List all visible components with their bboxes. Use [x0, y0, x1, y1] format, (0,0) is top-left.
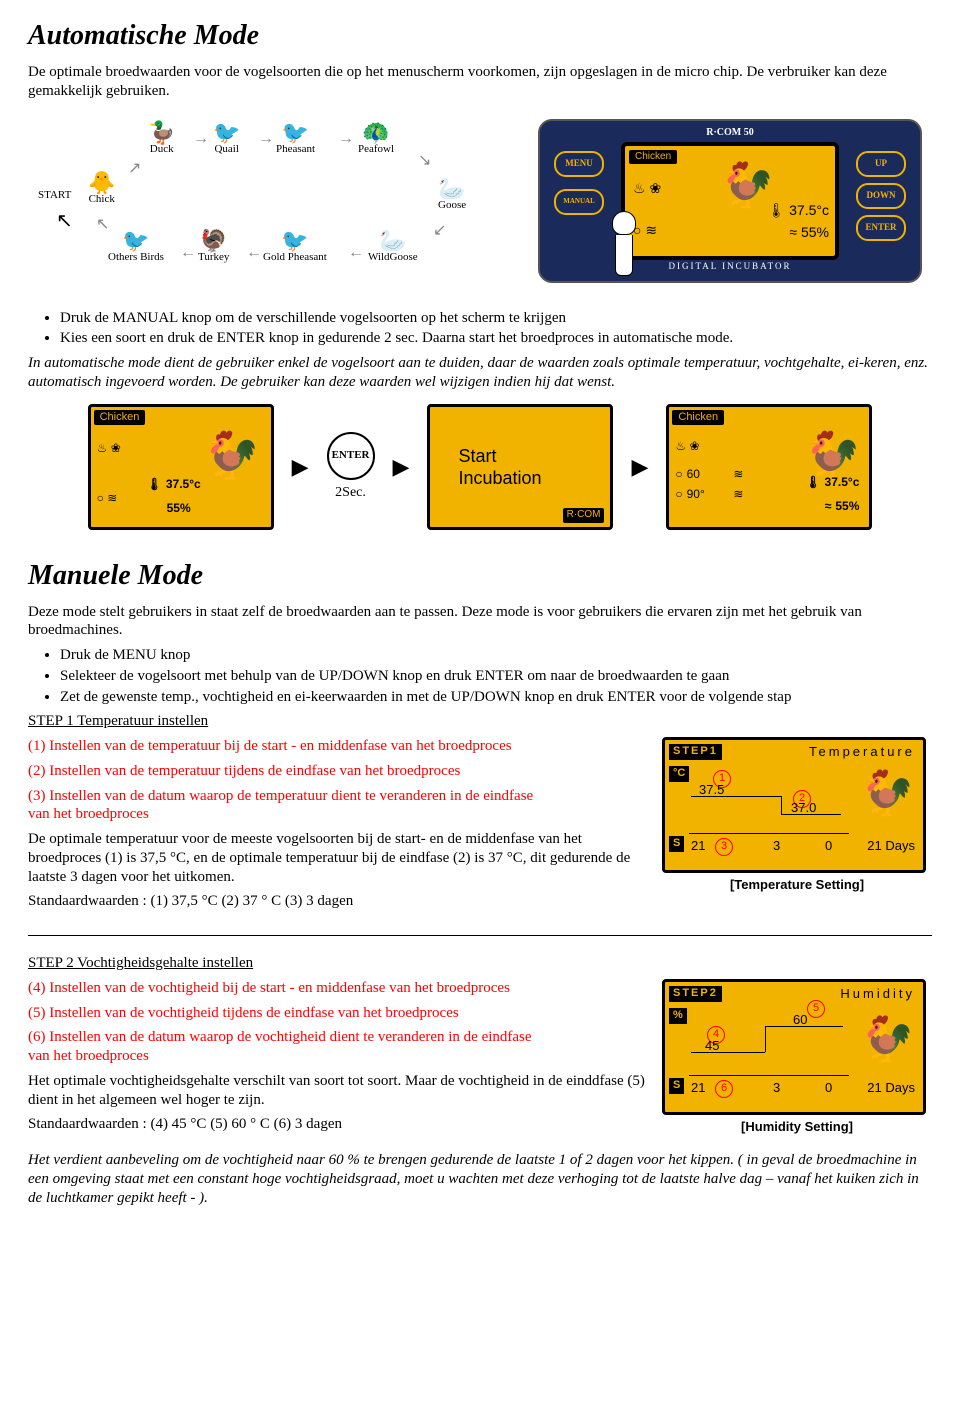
- step2-v2: 60: [793, 1012, 807, 1028]
- step1-tag: STEP1: [669, 744, 722, 760]
- auto-bullet-list: Druk de MANUAL knop om de verschillende …: [60, 309, 932, 349]
- label-peafowl: Peafowl: [358, 143, 394, 155]
- cursor-icon: ↖: [56, 209, 73, 234]
- device-panel: R·COM 50 MENU MANUAL UP DOWN ENTER DIGIT…: [538, 119, 922, 283]
- lcd1-top: Chicken: [94, 410, 146, 426]
- lcd2-brand: R·COM: [563, 508, 605, 523]
- step2-s4: 21 Days: [867, 1080, 915, 1096]
- heading-manual: Manuele Mode: [28, 558, 932, 593]
- step1-s1: 21: [691, 838, 705, 854]
- incubator-label: DIGITAL INCUBATOR: [668, 261, 791, 272]
- label-goose: Goose: [438, 199, 466, 211]
- divider: [28, 935, 932, 936]
- manual-bullet-3: Zet de gewenste temp., vochtigheid en ei…: [60, 688, 932, 707]
- intro-auto: De optimale broedwaarden voor de vogelso…: [28, 63, 932, 101]
- step1-s2: 3: [773, 838, 780, 854]
- step2-stag: S: [669, 1078, 684, 1094]
- enter-circle-icon: ENTER: [327, 432, 375, 480]
- label-chick: Chick: [89, 193, 115, 205]
- step2-tag: STEP2: [669, 986, 722, 1002]
- figure-row-1: START ↖ 🐥Chick ↗ 🦆Duck → 🐦Quail → 🐦Pheas…: [28, 111, 932, 291]
- manual-bullet-1: Druk de MENU knop: [60, 646, 932, 665]
- auto-bullet-1: Druk de MANUAL knop om de verschillende …: [60, 309, 932, 328]
- step2-units: %: [669, 1008, 687, 1024]
- step1-stag: S: [669, 836, 684, 852]
- label-pheasant: Pheasant: [276, 143, 315, 155]
- step2-caption: [Humidity Setting]: [662, 1119, 932, 1135]
- label-quail: Quail: [214, 143, 238, 155]
- step2-heading: STEP 2 Vochtigheidsgehalte instellen: [28, 955, 253, 971]
- lcd2-line2: Incubation: [458, 467, 541, 490]
- menu-button[interactable]: MENU: [554, 151, 604, 177]
- lcd-row: Chicken 🐓 ♨ ❀ ○ ≋ 🌡 37.5°c 55% ▶ ENTER 2…: [28, 404, 932, 530]
- enter-button[interactable]: ENTER: [856, 215, 906, 241]
- step1-heading: STEP 1 Temperatuur instellen: [28, 713, 208, 729]
- label-turkey: Turkey: [198, 251, 229, 263]
- step1-c3: 3: [715, 838, 733, 856]
- rooster-icon: 🐓: [860, 1012, 915, 1067]
- step2-lcd: STEP2 Humidity % 4 45 60 5 🐓 S 21 6 3 0 …: [662, 979, 926, 1115]
- step2-figure: STEP2 Humidity % 4 45 60 5 🐓 S 21 6 3 0 …: [662, 979, 932, 1135]
- rooster-icon: 🐓: [860, 766, 915, 821]
- lcd1-hum: 55%: [167, 501, 191, 516]
- screen-chicken-label: Chicken: [629, 150, 677, 165]
- step2-s1: 21: [691, 1080, 705, 1096]
- step1-title: Temperature: [809, 744, 915, 760]
- label-others: Others Birds: [108, 251, 164, 263]
- step1-caption: [Temperature Setting]: [662, 877, 932, 893]
- step1-s3: 0: [825, 838, 832, 854]
- manual-button[interactable]: MANUAL: [554, 189, 604, 215]
- lcd3-a1: 60: [687, 467, 700, 482]
- intro-manual: Deze mode stelt gebruikers in staat zelf…: [28, 603, 932, 641]
- step1-std: Standaardwaarden : (1) 37,5 °C (2) 37 ° …: [28, 892, 932, 911]
- label-goldpheasant: Gold Pheasant: [263, 251, 327, 263]
- lcd3-hum: 55%: [835, 499, 859, 514]
- step2-c6: 6: [715, 1080, 733, 1098]
- triangle-icon: ▶: [393, 453, 410, 481]
- footnote: Het verdient aanbeveling om de vochtighe…: [28, 1151, 932, 1207]
- manual-bullet-list: Druk de MENU knop Selekteer de vogelsoor…: [60, 646, 932, 706]
- rooster-icon: 🐓: [203, 427, 260, 485]
- lcd1-temp: 37.5°c: [166, 477, 201, 492]
- label-start: START: [38, 189, 71, 203]
- bird-cycle-diagram: START ↖ 🐥Chick ↗ 🦆Duck → 🐦Quail → 🐦Pheas…: [38, 111, 518, 291]
- lcd3-a2: 90°: [687, 487, 705, 502]
- brand-label: R·COM 50: [706, 127, 754, 140]
- auto-italic-note: In automatische mode dient de gebruiker …: [28, 354, 932, 392]
- finger-icon: [612, 211, 640, 271]
- step1-cunits: °C: [669, 766, 689, 782]
- enter-block: ENTER 2Sec.: [327, 432, 375, 502]
- lcd3-top: Chicken: [672, 410, 724, 426]
- up-button[interactable]: UP: [856, 151, 906, 177]
- step1-s4: 21 Days: [867, 838, 915, 854]
- step2-s3: 0: [825, 1080, 832, 1096]
- lcd2-line1: Start: [458, 445, 496, 468]
- screen-temp: 37.5°c: [789, 202, 829, 218]
- triangle-icon: ▶: [292, 453, 309, 481]
- screen-hum: 55%: [801, 224, 829, 240]
- panel-screen: Chicken 🐓 ♨ ❀ ○ ≋ 🌡 37.5°c ≈ 55%: [621, 142, 839, 260]
- step2-s2: 3: [773, 1080, 780, 1096]
- step2-c5: 5: [807, 1000, 825, 1018]
- manual-bullet-2: Selekteer de vogelsoort met behulp van d…: [60, 667, 932, 686]
- lcd-screen-3: Chicken 🐓 ♨ ❀ ○ 60 ○ 90° ≋ ≋ 🌡 37.5°c ≈ …: [666, 404, 872, 530]
- step2-v1: 45: [705, 1038, 719, 1054]
- step1-v2: 37.0: [791, 800, 816, 816]
- step1-figure: STEP1 Temperature °C 1 37.5 2 37.0 🐓 S 2…: [662, 737, 932, 893]
- label-wildgoose: WildGoose: [368, 251, 418, 263]
- triangle-icon: ▶: [631, 453, 648, 481]
- step1-lcd: STEP1 Temperature °C 1 37.5 2 37.0 🐓 S 2…: [662, 737, 926, 873]
- lcd-screen-1: Chicken 🐓 ♨ ❀ ○ ≋ 🌡 37.5°c 55%: [88, 404, 274, 530]
- enter-sec-label: 2Sec.: [327, 484, 375, 502]
- heading-auto: Automatische Mode: [28, 18, 932, 53]
- lcd-screen-2: Start Incubation R·COM: [427, 404, 613, 530]
- step1-v1: 37.5: [699, 782, 724, 798]
- lcd3-temp: 37.5°c: [825, 475, 860, 490]
- step2-title: Humidity: [840, 986, 915, 1002]
- down-button[interactable]: DOWN: [856, 183, 906, 209]
- auto-bullet-2: Kies een soort en druk de ENTER knop in …: [60, 329, 932, 348]
- label-duck: Duck: [150, 143, 174, 155]
